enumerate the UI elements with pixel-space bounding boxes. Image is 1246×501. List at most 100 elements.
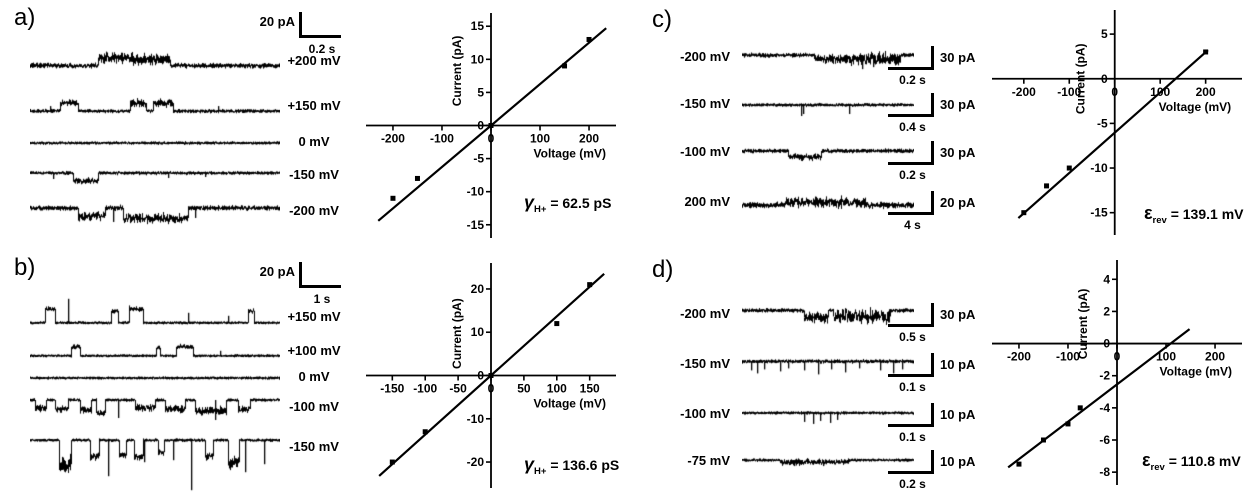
x-tick-label: 100 [1156,350,1176,364]
data-point [586,36,592,42]
current-trace [742,192,914,216]
y-tick-label: -15 [467,218,485,232]
trace-voltage-label: -150 mV [289,439,339,454]
current-trace [30,370,280,386]
symbol-subscript: rev [1150,461,1165,473]
trace-voltage-label: -200 mV [680,306,730,321]
greek-symbol: γ [524,454,535,474]
current-trace [30,90,280,124]
panel-letter: b) [14,254,36,281]
scale-bar: 20 pA 4 s [888,191,998,235]
x-tick-label: 0 [488,132,495,146]
y-axis-title: Current (pA) [450,36,464,107]
trace-voltage-label: +100 mV [287,343,341,358]
x-tick-label: -100 [1057,85,1081,99]
trace-voltage-label: -100 mV [680,406,730,421]
data-point [587,282,593,288]
x-tick-labels: -200 -100 0 100 200 [1007,343,1225,364]
x-axis-title: Voltage (mV) [534,397,606,411]
y-tick-label: -10 [1090,161,1108,175]
y-axis-title: Current (pA) [450,298,464,369]
scale-bar-lines [299,12,341,38]
y-tick-label: -15 [1090,206,1108,220]
current-trace [30,434,280,496]
scale-bar-current-label: 20 pA [940,195,976,210]
iv-plot: -200 -100 0 100 200 -15 -10 -5 0 5 10 15 Voltage (mV… [366,13,616,238]
data-point [554,321,560,327]
scale-bar: 10 pA 0.2 s [888,450,998,494]
trace-voltage-label: +150 mV [287,309,341,324]
scale-bar-time-label: 4 s [904,218,921,232]
data-points [390,36,592,201]
y-tick-label: 10 [471,325,485,339]
current-trace [742,92,914,118]
data-point [562,63,568,69]
current-trace [742,40,914,76]
x-tick-label: -200 [1012,85,1036,99]
y-axis-title: Current (pA) [1074,43,1088,114]
current-trace [30,161,280,191]
trace-voltage-label: 0 mV [298,369,330,384]
x-tick-label: -100 [430,132,454,146]
scale-bar-current-label: 20 pA [259,14,295,29]
data-points [1021,49,1209,216]
trace-voltage-label: -200 mV [680,49,730,64]
scale-bar-time-label: 1 s [313,292,331,306]
y-tick-label: 0 [477,369,484,383]
scale-bar-time-label: 0.5 s [899,330,926,344]
current-trace [30,294,280,334]
x-tick-label: 200 [579,132,599,146]
x-tick-label: 150 [580,382,600,396]
symbol-subscript: H+ [534,203,547,215]
scale-bar-lines [888,93,934,117]
current-trace [742,296,914,334]
scale-bar: 10 pA 0.1 s [888,403,998,447]
symbol-subscript: rev [1152,214,1167,226]
scale-bar-lines [888,403,934,427]
scale-bar-current-label: 10 pA [940,357,976,372]
scale-bar-lines [888,141,934,165]
x-tick-label: -200 [381,132,405,146]
data-point [1077,405,1083,411]
greek-symbol: ε [1144,203,1153,223]
trace-voltage-label: -200 mV [289,203,339,218]
data-point [1016,461,1022,467]
scale-bar: 30 pA 0.2 s [888,46,998,90]
y-tick-label: 20 [471,282,485,296]
x-tick-label: 0 [1114,350,1121,364]
data-point [488,123,494,128]
y-tick-label: -10 [467,412,485,426]
current-trace [30,192,280,234]
panel-letter: c) [652,6,672,33]
x-tick-label: -50 [449,382,467,396]
scale-bar: 30 pA 0.4 s [888,93,998,137]
annotation-value: = 136.6 pS [546,457,620,473]
y-tick-label: -6 [1099,433,1110,447]
scale-bar-time-label: 0.2 s [899,168,926,182]
x-tick-label: 50 [517,382,531,396]
data-point [1040,437,1046,443]
scale-bar-time-label: 0.1 s [899,430,926,444]
scale-bar: 20 pA 1 s [243,262,363,310]
x-tick-label: 100 [547,382,567,396]
x-tick-label: 200 [1205,350,1225,364]
y-tick-label: 2 [1103,304,1110,318]
greek-symbol: ε [1142,450,1151,470]
trace-voltage-label: +150 mV [287,98,341,113]
current-trace [742,350,914,380]
scale-bar-current-label: 20 pA [259,264,295,279]
data-point [1021,210,1027,216]
x-axis-title: Voltage (mV) [1159,100,1231,114]
y-tick-labels: -20 -10 0 10 20 [467,282,491,469]
scale-bar-time-label: 0.2 s [308,42,336,56]
y-tick-label: 15 [471,19,485,33]
panel-a: a) +200 mV +150 mV 0 mV -150 mV -200 mV 20 pA… [0,0,620,250]
fit-result-annotation: γH+ = 136.6 pS [524,454,619,477]
current-trace [30,392,280,432]
x-axis-title: Voltage (mV) [1160,365,1232,379]
y-tick-label: 4 [1103,272,1110,286]
fit-line [1007,328,1191,469]
greek-symbol: γ [524,192,535,212]
